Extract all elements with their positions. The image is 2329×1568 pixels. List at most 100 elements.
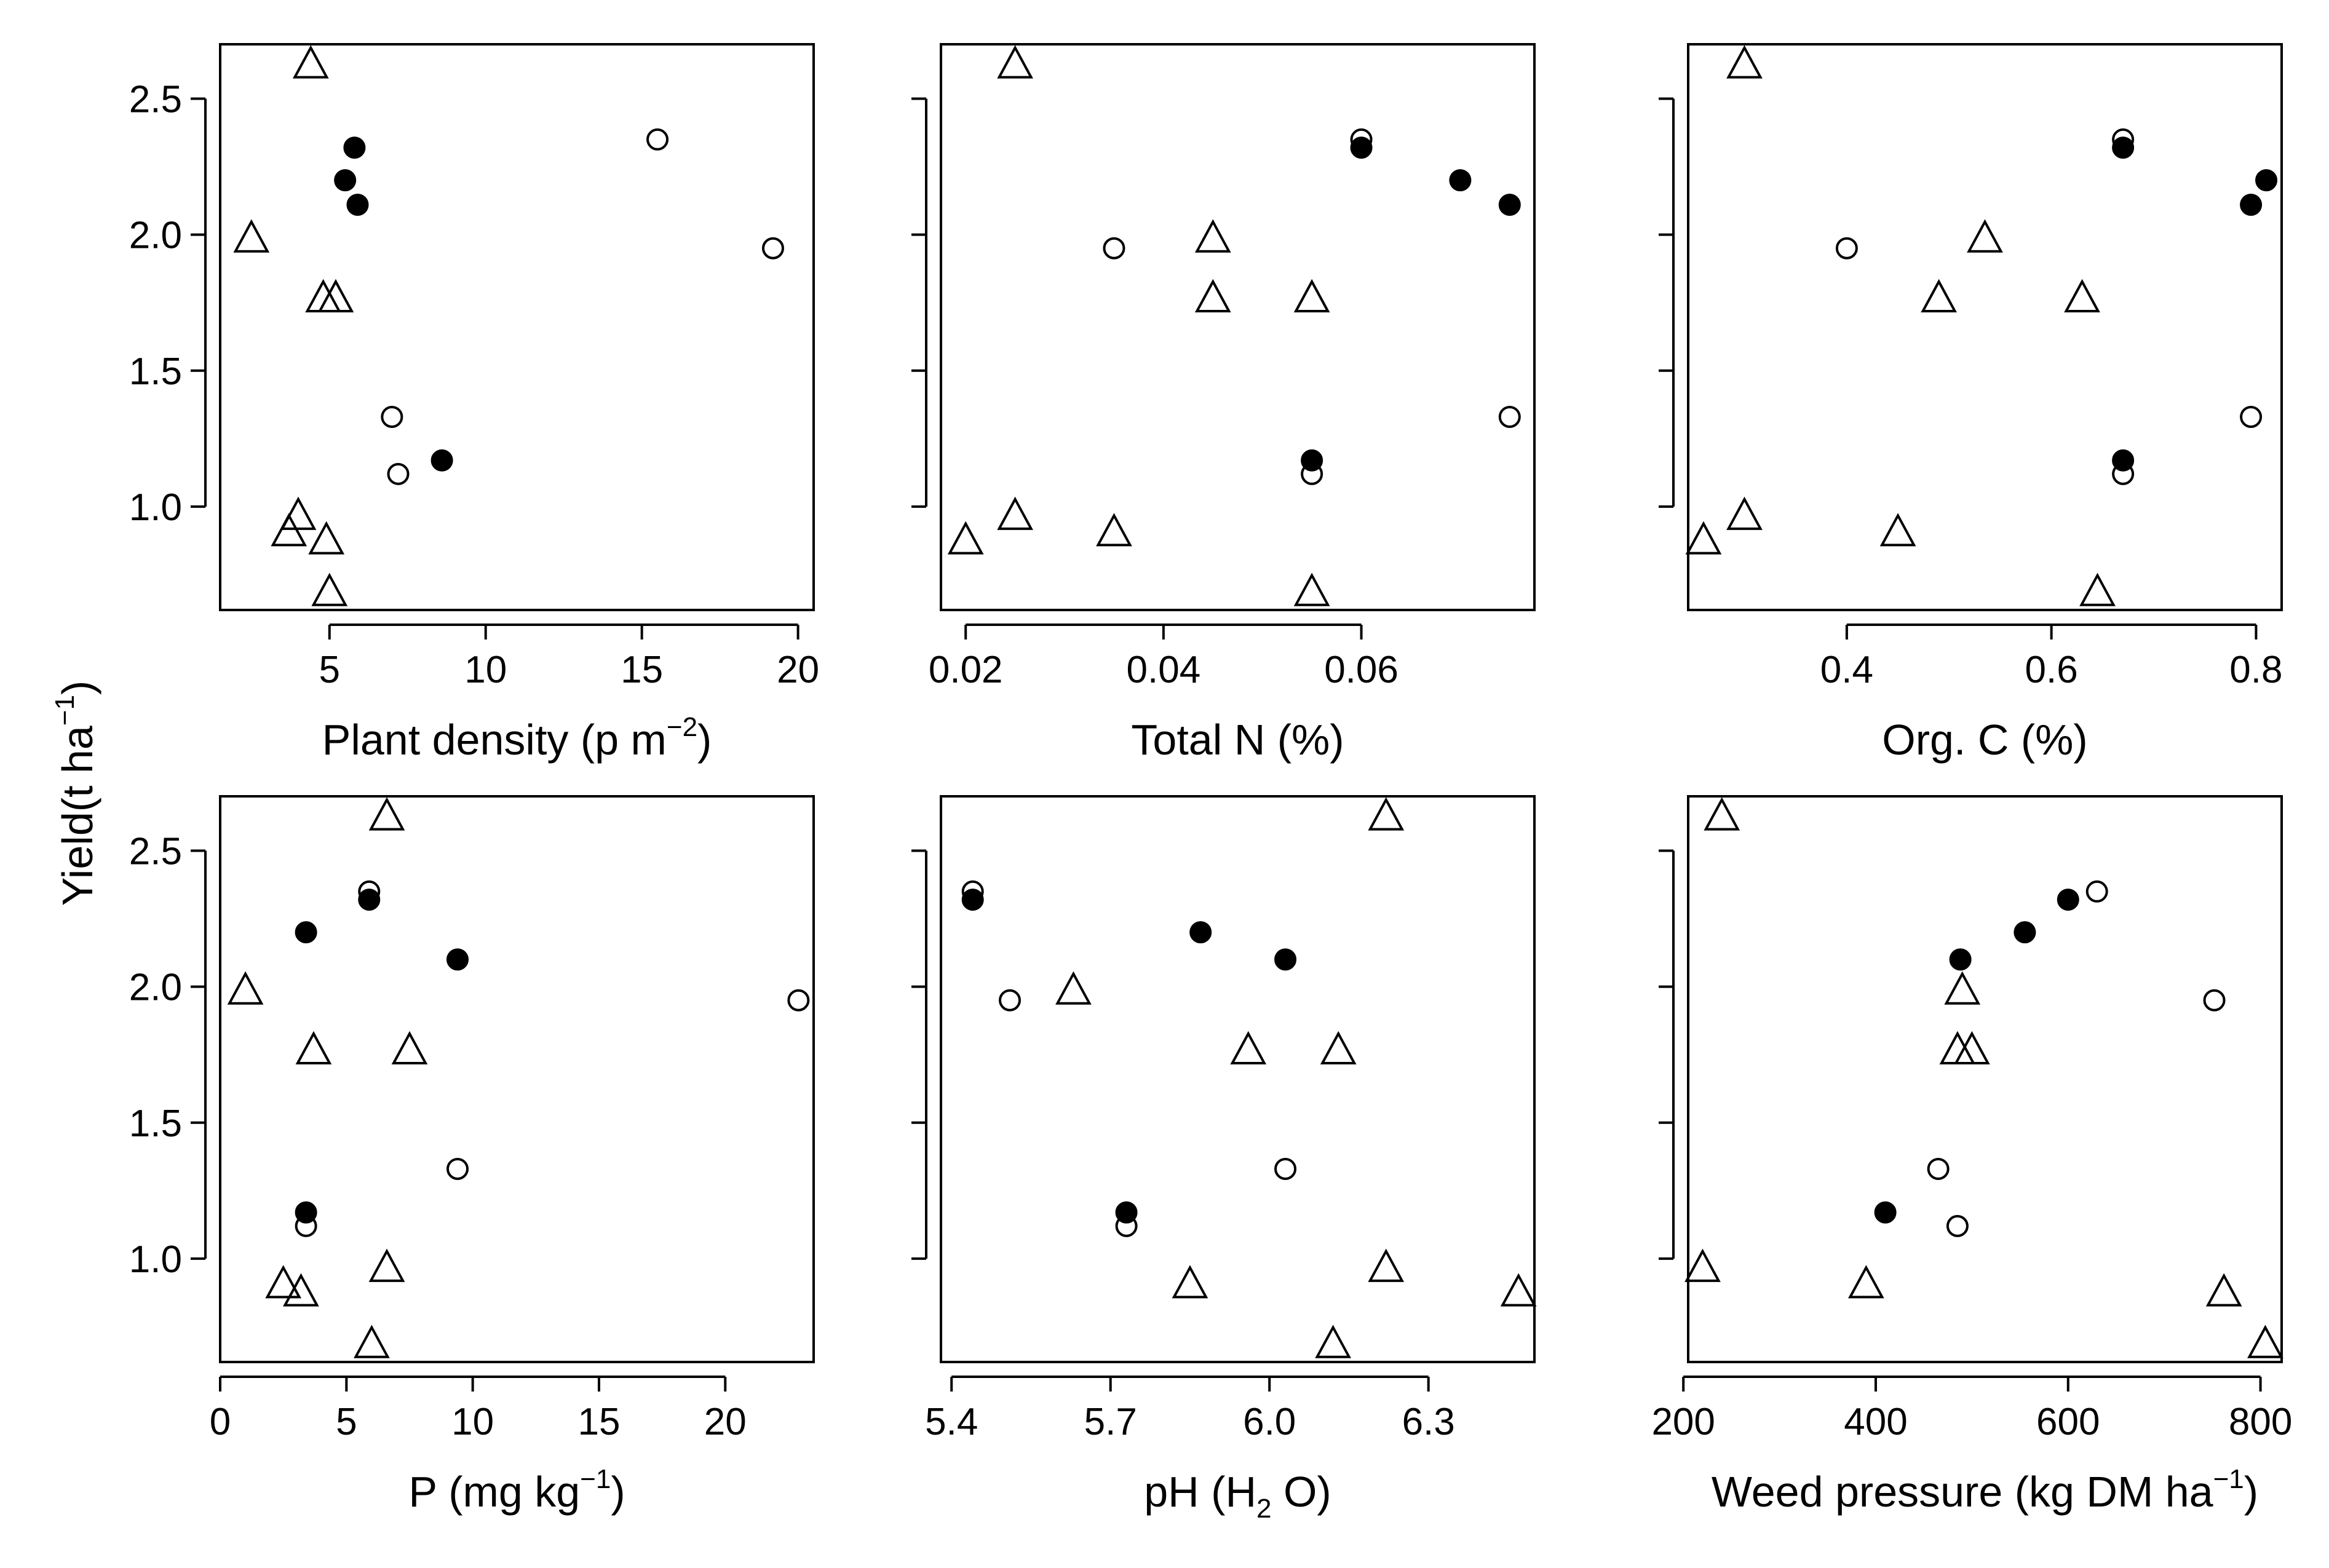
triangle-point xyxy=(1055,971,1092,1005)
open-circle-point xyxy=(387,462,410,485)
panel-org-c: 0.4 0.6 0.8 Org. C (%) xyxy=(1659,43,2283,764)
filled-circle-point xyxy=(430,449,453,472)
filled-circle-point xyxy=(446,948,469,971)
panel-plant-density: 5 10 15 20 1.0 1.5 2.0 2.5 Plant density (p m−2) xyxy=(129,43,819,764)
triangle-point xyxy=(283,1273,319,1307)
triangle-point xyxy=(292,45,329,79)
triangle-point xyxy=(2205,1273,2242,1307)
panel-ph: 5.4 5.7 6.0 6.3 pH (H2 O) xyxy=(911,795,1537,1524)
filled-circle-point xyxy=(343,137,366,159)
x-tick-label: 0.4 xyxy=(1820,649,1873,691)
x-tick-label: 5.4 xyxy=(925,1401,978,1443)
x-axis-title: Org. C (%) xyxy=(1882,716,2087,764)
plot-frame xyxy=(940,43,1536,611)
x-tick-label: 0.02 xyxy=(929,649,1003,691)
triangle-point xyxy=(1194,219,1231,253)
shared-y-axis-label: Yield(t ha−1) xyxy=(50,681,101,906)
filled-circle-point xyxy=(1301,449,1323,472)
x-tick-label: 0.8 xyxy=(2229,649,2282,691)
triangle-point xyxy=(1879,513,1916,547)
x-axis-title: pH (H2 O) xyxy=(1144,1468,1331,1524)
y-tick-label: 1.5 xyxy=(129,1103,182,1145)
filled-circle-point xyxy=(1274,948,1297,971)
triangle-point xyxy=(1500,1273,1537,1307)
open-circle-point xyxy=(1498,405,1521,428)
x-tick-label: 800 xyxy=(2229,1401,2292,1443)
open-circle-point xyxy=(787,989,810,1012)
plot-frame xyxy=(1687,43,2283,611)
triangle-point xyxy=(1704,797,1740,831)
plot-frame xyxy=(219,43,815,611)
x-tick-label: 10 xyxy=(464,649,507,691)
triangle-point xyxy=(295,1031,332,1065)
panel-weed-pressure: 200 400 600 800 Weed pressure (kg DM ha−1) xyxy=(1651,795,2292,1516)
triangle-point xyxy=(1967,219,2003,253)
open-circle-point xyxy=(1103,237,1125,259)
triangle-point xyxy=(2079,572,2116,606)
triangle-point xyxy=(1944,971,1981,1005)
triangle-point xyxy=(311,572,348,606)
x-tick-label: 20 xyxy=(777,649,819,691)
triangle-point xyxy=(1293,572,1330,606)
triangle-point xyxy=(1685,521,1722,555)
x-tick-label: 400 xyxy=(1844,1401,1907,1443)
filled-circle-point xyxy=(1449,169,1472,192)
x-tick-label: 0.04 xyxy=(1127,649,1201,691)
triangle-point xyxy=(317,279,354,313)
filled-circle-point xyxy=(2112,137,2135,159)
x-tick-label: 0.6 xyxy=(2025,649,2078,691)
x-tick-label: 20 xyxy=(704,1401,747,1443)
panel-phosphorus: 0 5 10 15 20 1.0 1.5 2.0 2.5 P (mg kg−1) xyxy=(129,795,815,1516)
filled-circle-point xyxy=(2057,889,2079,911)
triangle-point xyxy=(1368,797,1405,831)
filled-circle-point xyxy=(2240,193,2263,216)
triangle-point xyxy=(1320,1031,1357,1065)
triangle-point xyxy=(280,496,317,530)
triangle-point xyxy=(368,1248,405,1282)
triangle-point xyxy=(947,521,984,555)
open-circle-point xyxy=(1274,1157,1297,1180)
triangle-point xyxy=(2247,1324,2283,1358)
open-circle-point xyxy=(2085,880,2108,903)
open-circle-point xyxy=(381,405,403,428)
open-circle-point xyxy=(646,128,669,151)
filled-circle-point xyxy=(295,1201,317,1224)
y-tick-label: 2.0 xyxy=(129,215,182,257)
triangle-point xyxy=(227,971,264,1005)
filled-circle-point xyxy=(1874,1201,1897,1224)
open-circle-point xyxy=(761,237,784,259)
triangle-point xyxy=(1684,1248,1721,1282)
triangle-point xyxy=(997,496,1033,530)
x-tick-label: 0.06 xyxy=(1324,649,1399,691)
triangle-point xyxy=(1293,279,1330,313)
triangle-point xyxy=(1315,1324,1351,1358)
open-circle-point xyxy=(1835,237,1858,259)
x-axis-title: Weed pressure (kg DM ha−1) xyxy=(1712,1464,2258,1516)
triangle-point xyxy=(265,1265,302,1299)
triangle-point xyxy=(997,45,1033,79)
y-tick-label: 1.0 xyxy=(129,1238,182,1281)
y-tick-label: 1.0 xyxy=(129,486,182,529)
filled-circle-point xyxy=(358,889,381,911)
filled-circle-point xyxy=(961,889,984,911)
filled-circle-point xyxy=(1498,193,1521,216)
x-tick-label: 15 xyxy=(621,649,663,691)
filled-circle-point xyxy=(1949,948,1972,971)
x-tick-label: 5.7 xyxy=(1084,1401,1137,1443)
x-tick-label: 5 xyxy=(336,1401,357,1443)
open-circle-point xyxy=(1946,1214,1969,1237)
triangle-point xyxy=(271,513,307,547)
filled-circle-point xyxy=(2112,449,2135,472)
plot-frame xyxy=(219,795,815,1363)
plot-frame xyxy=(1687,795,2283,1363)
triangle-point xyxy=(391,1031,428,1065)
filled-circle-point xyxy=(1189,921,1212,944)
x-tick-label: 600 xyxy=(2036,1401,2100,1443)
x-tick-label: 10 xyxy=(451,1401,494,1443)
panel-total-n: 0.02 0.04 0.06 Total N (%) xyxy=(911,43,1536,764)
triangle-point xyxy=(1954,1031,1990,1065)
x-tick-label: 5 xyxy=(319,649,340,691)
x-axis-title: P (mg kg−1) xyxy=(408,1464,625,1516)
filled-circle-point xyxy=(1115,1201,1138,1224)
